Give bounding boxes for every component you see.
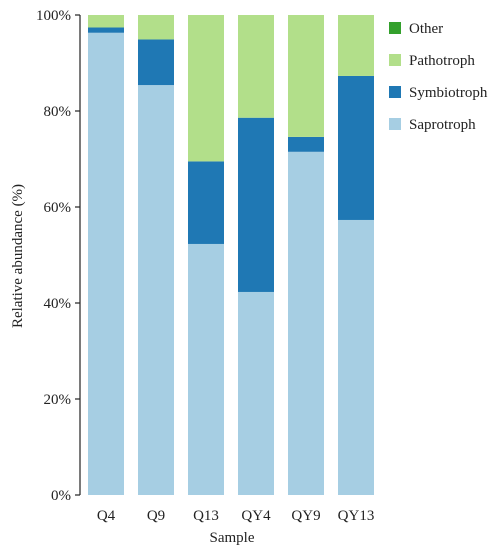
x-axis-title: Sample: [210, 530, 255, 546]
bars-group: [88, 15, 374, 496]
bar-pathotroph-q4: [88, 15, 124, 28]
bar-pathotroph-qy9: [288, 15, 324, 137]
legend-label-saprotroph: Saprotroph: [409, 117, 476, 133]
y-tick-label: 20%: [44, 392, 72, 408]
x-axis: Q4 Q9 Q13 QY4 QY9 QY13: [97, 508, 375, 524]
bar-pathotroph-q13: [188, 15, 224, 162]
bar-symbiotroph-qy9: [288, 136, 324, 152]
bar-saprotroph-q4: [88, 32, 124, 495]
legend-swatch-pathotroph: [389, 54, 401, 66]
y-tick-label: 100%: [36, 8, 71, 24]
bar-pathotroph-qy4: [238, 15, 274, 118]
bar-symbiotroph-qy4: [238, 117, 274, 292]
legend-swatch-saprotroph: [389, 118, 401, 130]
bar-pathotroph-q9: [138, 15, 174, 40]
x-tick-label: Q9: [147, 508, 165, 524]
bar-symbiotroph-q13: [188, 161, 224, 244]
bar-symbiotroph-qy13: [338, 75, 374, 220]
bar-symbiotroph-q9: [138, 39, 174, 86]
legend-label-pathotroph: Pathotroph: [409, 53, 475, 69]
bar-pathotroph-qy13: [338, 15, 374, 76]
bar-saprotroph-qy4: [238, 291, 274, 495]
legend-swatch-other: [389, 22, 401, 34]
bar-saprotroph-qy9: [288, 151, 324, 496]
bar-saprotroph-q13: [188, 243, 224, 495]
x-tick-label: Q13: [193, 508, 219, 524]
y-axis: 0% 20% 40% 60% 80% 100%: [36, 8, 81, 504]
x-tick-label: QY13: [338, 508, 375, 524]
bar-symbiotroph-q4: [88, 27, 124, 33]
legend-swatch-symbiotroph: [389, 86, 401, 98]
legend-label-other: Other: [409, 21, 443, 37]
bar-saprotroph-qy13: [338, 219, 374, 495]
y-tick-label: 60%: [44, 200, 72, 216]
y-axis-title: Relative abundance (%): [10, 184, 26, 328]
legend: Other Pathotroph Symbiotroph Saprotroph: [389, 21, 488, 133]
x-tick-label: Q4: [97, 508, 116, 524]
y-tick-label: 0%: [51, 488, 71, 504]
bar-saprotroph-q9: [138, 85, 174, 495]
y-tick-label: 40%: [44, 296, 72, 312]
legend-label-symbiotroph: Symbiotroph: [409, 85, 488, 101]
y-tick-label: 80%: [44, 104, 72, 120]
x-tick-label: QY9: [291, 508, 320, 524]
x-tick-label: QY4: [241, 508, 271, 524]
